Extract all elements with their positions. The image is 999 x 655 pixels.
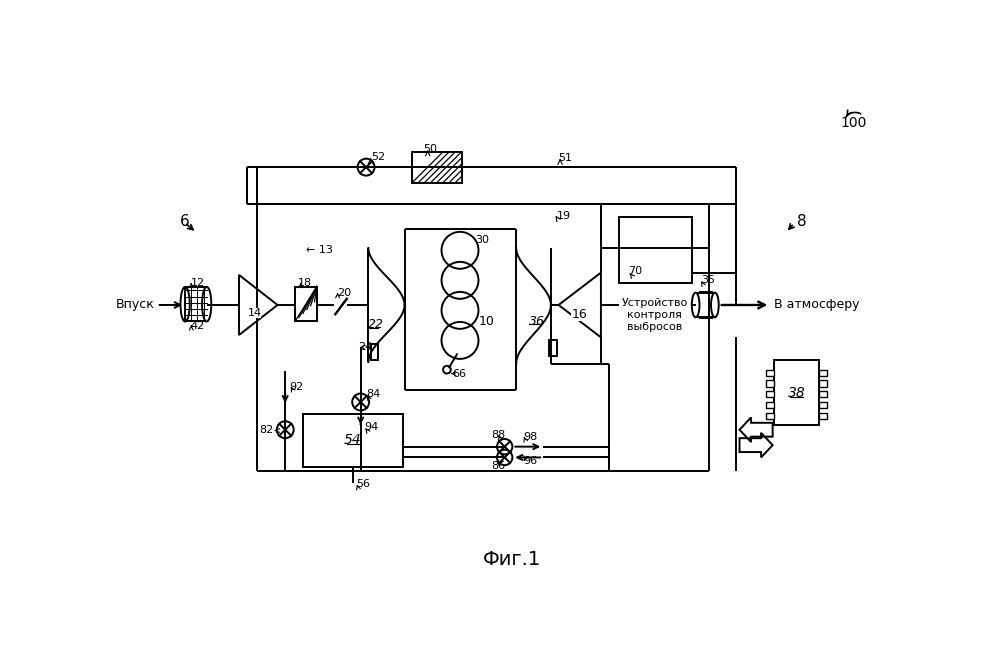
- Text: 98: 98: [523, 432, 537, 441]
- Text: 84: 84: [366, 389, 381, 400]
- Bar: [766, 381, 774, 386]
- Text: 6: 6: [180, 214, 190, 229]
- Bar: [296, 286, 317, 321]
- Text: 8: 8: [797, 214, 807, 229]
- Text: 30: 30: [476, 235, 490, 246]
- Text: 10: 10: [479, 314, 495, 328]
- Bar: [695, 293, 715, 317]
- Text: 100: 100: [840, 116, 866, 130]
- Bar: [766, 402, 774, 408]
- Text: 70: 70: [628, 266, 642, 276]
- Text: 88: 88: [492, 430, 505, 440]
- Bar: [618, 217, 691, 283]
- Bar: [819, 413, 826, 419]
- Bar: [766, 413, 774, 419]
- Text: 38: 38: [787, 386, 805, 400]
- Bar: [774, 360, 819, 425]
- Bar: [371, 345, 379, 360]
- Text: 36: 36: [529, 314, 545, 328]
- Text: 24: 24: [359, 341, 373, 352]
- Text: ← 13: ← 13: [306, 246, 333, 255]
- Bar: [766, 391, 774, 398]
- Text: 19: 19: [557, 211, 571, 221]
- Text: 54: 54: [344, 434, 362, 447]
- Bar: [766, 369, 774, 376]
- Text: 96: 96: [523, 457, 537, 466]
- Text: 22: 22: [369, 318, 385, 331]
- Text: 42: 42: [191, 321, 205, 331]
- Bar: [819, 402, 826, 408]
- Bar: [303, 413, 403, 468]
- Text: 16: 16: [571, 308, 587, 321]
- Text: Впуск: Впуск: [116, 299, 154, 312]
- Ellipse shape: [711, 293, 718, 317]
- Text: 52: 52: [371, 152, 385, 162]
- Text: 56: 56: [356, 479, 370, 489]
- Bar: [819, 391, 826, 398]
- Text: 86: 86: [492, 461, 505, 471]
- Text: Фиг.1: Фиг.1: [483, 550, 540, 569]
- Bar: [819, 381, 826, 386]
- Ellipse shape: [202, 287, 212, 322]
- Bar: [819, 369, 826, 376]
- Text: 94: 94: [365, 422, 379, 432]
- Text: 92: 92: [289, 382, 304, 392]
- Bar: [413, 152, 463, 183]
- Text: 18: 18: [299, 278, 313, 288]
- Bar: [549, 341, 557, 356]
- Text: 14: 14: [248, 308, 262, 318]
- Bar: [185, 286, 207, 321]
- Text: 66: 66: [453, 369, 467, 379]
- Text: 51: 51: [558, 153, 572, 163]
- Text: В атмосферу: В атмосферу: [774, 299, 860, 312]
- Text: 12: 12: [191, 278, 205, 288]
- Text: Устройство
контроля
выбросов: Устройство контроля выбросов: [621, 299, 688, 331]
- Text: 20: 20: [337, 288, 351, 297]
- Ellipse shape: [691, 293, 699, 317]
- Text: 50: 50: [423, 145, 437, 155]
- Text: 35: 35: [701, 275, 715, 286]
- Text: 82: 82: [260, 424, 274, 435]
